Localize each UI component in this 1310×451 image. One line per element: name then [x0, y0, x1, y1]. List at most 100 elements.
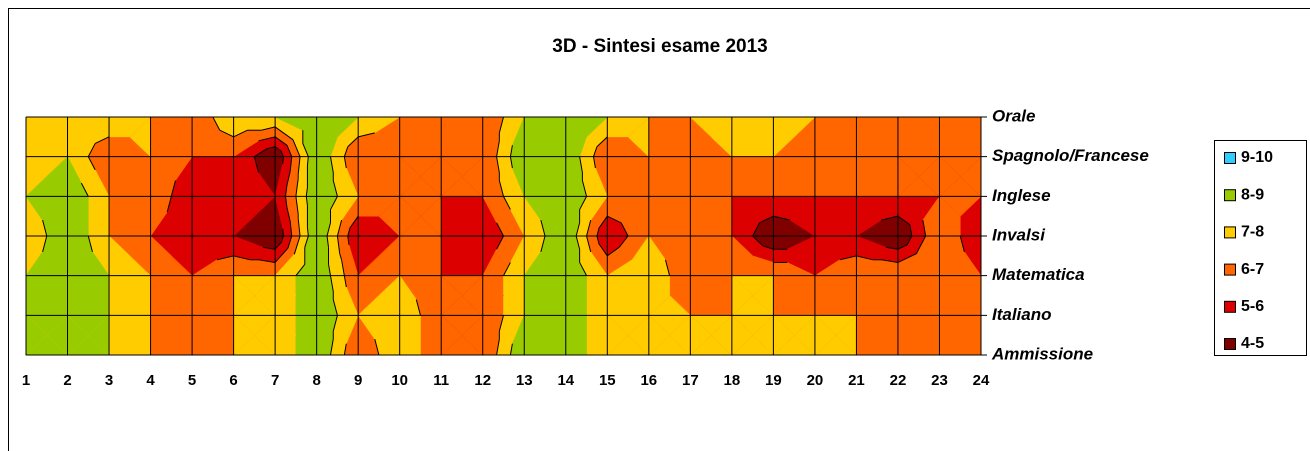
x-tick-label: 17 [682, 372, 699, 389]
contour-cell [398, 116, 442, 158]
contour-cell [772, 155, 816, 198]
contour-cell [565, 274, 609, 317]
contour-cell [315, 195, 359, 237]
contour-cell [440, 155, 484, 198]
contour-cell [606, 314, 650, 356]
contour-cell [814, 116, 858, 158]
y-tick-label: Invalsi [992, 225, 1046, 244]
contour-cell [481, 155, 526, 198]
contour-line [302, 143, 309, 157]
contour-cell [938, 195, 982, 237]
contour-cell [108, 195, 152, 237]
x-tick-label: 5 [188, 372, 196, 389]
contour-line [326, 222, 331, 237]
contour-cell [565, 314, 609, 356]
x-tick-label: 16 [640, 372, 657, 389]
contour-line [922, 220, 927, 237]
contour-line [897, 253, 917, 263]
contour-cell [274, 274, 318, 317]
contour-line [592, 156, 596, 169]
contour-cell [689, 195, 733, 237]
contour-line [289, 221, 293, 237]
contour-line [762, 245, 774, 250]
contour-cell [606, 274, 650, 317]
contour-line [286, 170, 291, 186]
contour-line [886, 246, 899, 250]
contour-cell [25, 274, 69, 317]
contour-line [349, 215, 359, 229]
x-tick-label: 6 [229, 372, 237, 389]
contour-cell [606, 235, 650, 277]
contour-line [503, 196, 511, 210]
contour-line [575, 235, 581, 250]
contour-cell [25, 195, 69, 237]
contour-line [581, 180, 588, 197]
contour-line [253, 156, 260, 173]
contour-cell [232, 314, 276, 356]
contour-line [274, 136, 288, 146]
contour-line [261, 126, 276, 131]
contour-band [524, 251, 546, 276]
contour-line [289, 156, 293, 172]
contour-cell [772, 235, 816, 277]
contour-cell [191, 195, 235, 237]
contour-line [592, 146, 598, 157]
contour-cell [938, 235, 982, 277]
contour-cell [731, 274, 775, 317]
contour-line [87, 143, 96, 157]
contour-cell [66, 195, 110, 237]
contour-line [579, 262, 587, 276]
contour-line [881, 215, 899, 221]
contour-cell [523, 235, 567, 277]
contour-line [909, 224, 913, 237]
legend-label: 9-10 [1241, 149, 1273, 166]
x-tick-label: 21 [848, 372, 865, 389]
contour-line [607, 246, 620, 257]
contour-line [170, 180, 176, 197]
contour-line [297, 218, 301, 237]
x-tick-label: 4 [146, 372, 155, 389]
contour-band [25, 176, 47, 197]
contour-cell [938, 155, 982, 198]
contour-cell [772, 274, 816, 317]
contour-cell [149, 155, 193, 198]
contour-cell [731, 116, 775, 158]
contour-cell [108, 116, 152, 158]
contour-line [336, 235, 341, 254]
contour-line [618, 235, 629, 248]
contour-line [347, 227, 351, 237]
contour-line [496, 156, 500, 173]
contour-cell [440, 195, 484, 237]
contour-line [773, 215, 791, 221]
contour-cell [855, 274, 899, 317]
contour-line [347, 136, 359, 148]
contour-cell [897, 116, 941, 158]
contour-line [496, 339, 500, 356]
contour-cell [606, 116, 650, 158]
contour-line [596, 136, 608, 148]
contour-line [856, 255, 874, 261]
contour-line [330, 275, 334, 292]
contour-line [306, 227, 309, 237]
contour-line [233, 129, 248, 138]
contour-line [285, 184, 288, 197]
contour-cell [315, 274, 359, 317]
contour-line [897, 244, 908, 250]
contour-line [579, 156, 583, 173]
contour-cell [565, 195, 609, 237]
contour-cell [357, 314, 401, 356]
contour-cell [648, 314, 692, 356]
contour-cell [689, 155, 733, 198]
contour-band [357, 315, 380, 340]
contour-line [498, 315, 504, 332]
contour-cell [897, 195, 941, 237]
contour-cell [398, 155, 442, 198]
contour-cell [481, 116, 526, 158]
contour-line [263, 246, 276, 250]
contour-line [607, 215, 622, 224]
contour-cell [274, 195, 318, 237]
contour-cell [481, 274, 526, 317]
contour-cell [25, 314, 69, 356]
contour-cell [523, 195, 567, 237]
contour-line [503, 262, 511, 276]
